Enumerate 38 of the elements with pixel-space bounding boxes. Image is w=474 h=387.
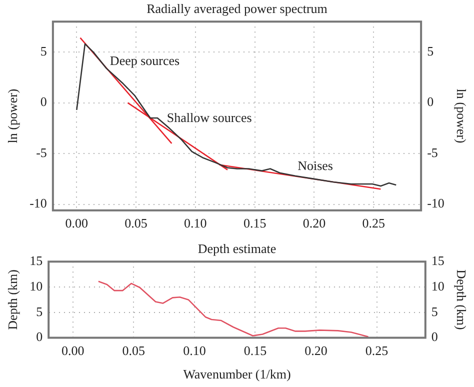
y-tick-label: 0 <box>36 329 43 344</box>
y-axis-title: ln (power) <box>5 88 20 144</box>
chart-title: Depth estimate <box>198 241 276 256</box>
y-tick-label: 0 <box>40 94 47 110</box>
x-tick-label: 0.20 <box>302 216 326 231</box>
x-tick-label: 0.10 <box>184 216 207 231</box>
y-axis-title: Depth (km) <box>5 270 20 330</box>
y2-tick-label: 5 <box>427 43 434 58</box>
y2-tick-label: 0 <box>431 329 438 344</box>
y2-tick-label: -10 <box>427 196 444 211</box>
y2-tick-label: 10 <box>431 278 444 294</box>
y-tick-label: -10 <box>30 196 47 211</box>
annotation: Deep sources <box>110 53 180 68</box>
y-tick-label: 5 <box>36 304 43 319</box>
y2-tick-label: 5 <box>431 304 438 319</box>
x-tick-label: 0.05 <box>124 216 148 231</box>
x-tick-label: 0.00 <box>62 343 84 358</box>
x-tick-label: 0.25 <box>362 216 385 231</box>
y2-axis-title: ln (power) <box>454 88 469 144</box>
annotation: Shallow sources <box>166 110 252 126</box>
x-tick-label: 0.15 <box>244 343 267 358</box>
y-tick-label: 5 <box>40 43 47 58</box>
x-tick-label: 0.00 <box>65 216 88 231</box>
y-tick-label: -5 <box>36 144 47 160</box>
x-tick-label: 0.25 <box>365 343 388 358</box>
y2-axis-title: Depth (km) <box>454 270 469 330</box>
x-tick-label: 0.10 <box>183 343 206 358</box>
x-tick-label: 0.20 <box>304 343 328 358</box>
y2-tick-label: 0 <box>427 94 434 110</box>
y-tick-label: 10 <box>30 278 43 294</box>
x-axis-title: Wavenumber (1/km) <box>183 366 291 382</box>
annotation: Noises <box>298 158 333 173</box>
y-tick-label: 15 <box>30 253 43 268</box>
chart-title: Radially averaged power spectrum <box>146 1 328 16</box>
x-tick-label: 0.05 <box>122 343 146 358</box>
x-tick-label: 0.15 <box>243 216 266 231</box>
y2-tick-label: -5 <box>427 144 438 160</box>
y2-tick-label: 15 <box>431 253 444 268</box>
